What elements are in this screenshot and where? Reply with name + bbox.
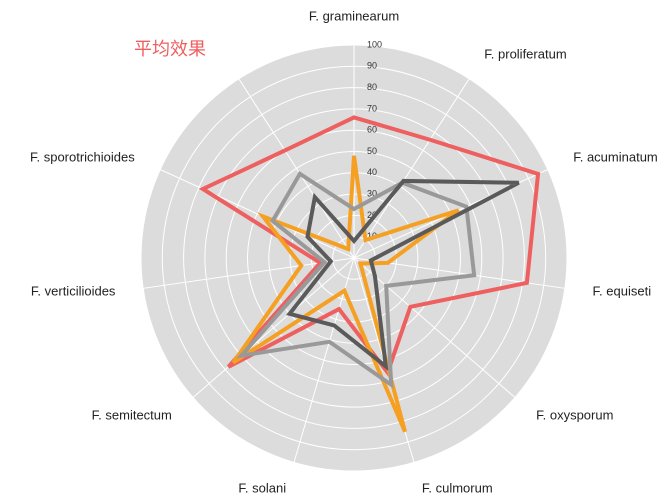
axis-label: F. oxysporum — [536, 407, 613, 422]
axis-label: F. acuminatum — [573, 149, 658, 164]
r-tick-label: 80 — [367, 82, 377, 92]
series-line — [231, 155, 460, 433]
axis-label: F. solani — [238, 481, 286, 496]
chart-title: 平均效果 — [134, 39, 206, 59]
axis-label: F. equiseti — [593, 284, 652, 299]
r-tick-label: 70 — [367, 103, 377, 113]
r-tick-label: 50 — [367, 146, 377, 156]
grid-spoke — [192, 257, 355, 398]
axis-label: F. culmorum — [422, 481, 493, 496]
r-tick-label: 90 — [367, 61, 377, 71]
grid-spoke — [160, 169, 355, 259]
series-line — [236, 170, 477, 389]
grid-spoke — [353, 257, 516, 398]
grid-spoke — [353, 78, 470, 259]
r-tick-label: 30 — [367, 188, 377, 198]
axis-label: F. semitectum — [92, 407, 172, 422]
r-tick-label: 60 — [367, 125, 377, 135]
axis-label: F. sporotrichioides — [30, 149, 135, 164]
r-tick-label: 20 — [367, 210, 377, 220]
r-tick-label: 100 — [367, 39, 382, 49]
axis-label: F. proliferatum — [484, 47, 566, 62]
axis-label: F. graminearum — [309, 8, 399, 23]
series-line — [198, 115, 541, 377]
grid-spoke — [238, 78, 355, 259]
series-line — [286, 178, 520, 371]
r-tick-label: 40 — [367, 167, 377, 177]
axis-label: F. verticilioides — [31, 284, 116, 299]
